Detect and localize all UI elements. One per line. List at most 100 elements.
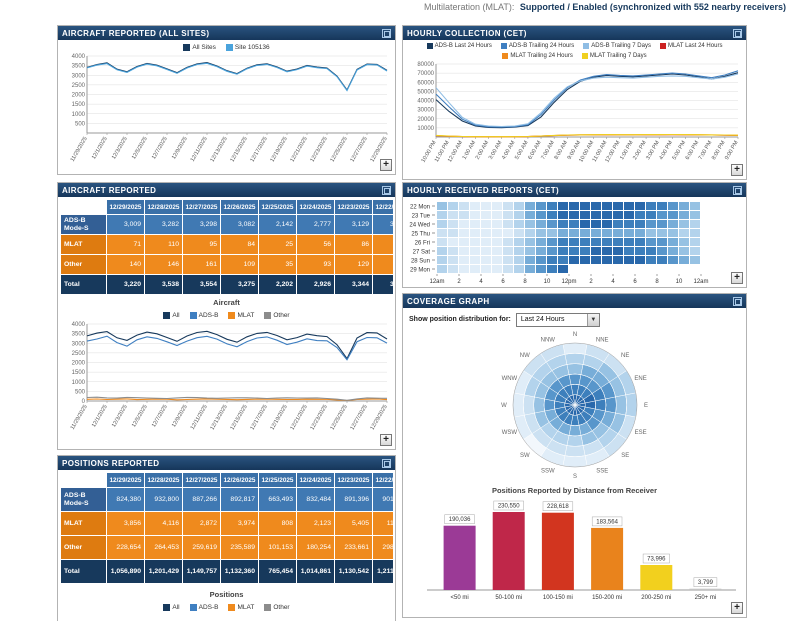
- svg-text:10000: 10000: [417, 126, 434, 132]
- row-label: MLAT: [60, 234, 107, 255]
- legend-label: Other: [273, 603, 290, 611]
- svg-text:1500: 1500: [72, 102, 86, 108]
- expand-icon[interactable]: [382, 185, 391, 195]
- svg-text:3500: 3500: [72, 332, 86, 338]
- legend-label: MLAT Trailing 7 Days: [589, 53, 647, 59]
- legend-item: MLAT Trailing 24 Hours: [502, 51, 573, 61]
- svg-text:12/29/2025: 12/29/2025: [370, 404, 389, 431]
- zoom-in-button[interactable]: +: [731, 272, 743, 284]
- cell-value: 1,130,542: [334, 559, 373, 584]
- cell-value: 86: [334, 234, 373, 255]
- corner-cell: [60, 472, 107, 488]
- cell-value: 146: [144, 254, 183, 275]
- svg-text:12/19/2025: 12/19/2025: [270, 404, 289, 431]
- chart-title: Aircraft: [213, 298, 240, 307]
- svg-text:29 Mon: 29 Mon: [410, 268, 430, 274]
- svg-text:10: 10: [544, 279, 551, 285]
- svg-text:12/7/2025: 12/7/2025: [151, 136, 169, 161]
- svg-text:12/5/2025: 12/5/2025: [131, 136, 149, 161]
- cell-value: 3,220: [106, 274, 145, 295]
- zoom-in-button[interactable]: +: [731, 164, 743, 176]
- svg-text:11/29/2025: 11/29/2025: [70, 136, 89, 163]
- table-row: ADS-B Mode-S 3,009 3,282 3,298 3,082 2,142 2,7…: [60, 214, 393, 235]
- panel-header: HOURLY COLLECTION (CET): [403, 26, 746, 40]
- row-label: Total: [60, 274, 107, 295]
- svg-text:12/17/2025: 12/17/2025: [250, 136, 269, 163]
- corner-cell: [60, 199, 107, 215]
- cell-value: 1,211,377: [372, 559, 393, 584]
- svg-text:12/5/2025: 12/5/2025: [131, 404, 149, 429]
- svg-text:12/27/2025: 12/27/2025: [350, 404, 369, 431]
- legend-item: ADS-B Last 24 Hours: [426, 41, 492, 51]
- table-row: Other1401461611093593129191: [60, 254, 393, 275]
- svg-text:12/15/2025: 12/15/2025: [230, 404, 249, 431]
- legend-item: ADS-B: [189, 602, 218, 612]
- legend-item: MLAT: [228, 310, 254, 320]
- svg-text:2500: 2500: [72, 351, 86, 357]
- coverage-filter-row: Show position distribution for: Last 24 …: [409, 312, 740, 327]
- expand-icon[interactable]: [382, 458, 391, 468]
- legend-swatch: [426, 43, 433, 49]
- svg-text:12/25/2025: 12/25/2025: [330, 404, 349, 431]
- svg-text:NW: NW: [520, 353, 530, 359]
- zoom-in-button[interactable]: +: [380, 159, 392, 171]
- expand-icon[interactable]: [382, 28, 391, 38]
- cell-value: 84: [220, 234, 259, 255]
- svg-text:NNW: NNW: [541, 337, 556, 343]
- svg-text:23 Tue: 23 Tue: [412, 214, 431, 220]
- data-table: 12/29/2025 12/28/2025 12/27/2025 12/26/2025…: [60, 199, 393, 295]
- cell-value: 891,396: [334, 487, 373, 512]
- cell-value: 3,538: [144, 274, 183, 295]
- svg-text:60000: 60000: [417, 80, 434, 86]
- svg-text:WNW: WNW: [502, 376, 518, 382]
- cell-value: 3,129: [334, 214, 373, 235]
- svg-text:250+ mi: 250+ mi: [695, 595, 717, 601]
- legend-label: Site 105136: [234, 43, 270, 51]
- row-label: ADS-B Mode-S: [60, 214, 107, 235]
- svg-text:SSW: SSW: [541, 469, 555, 475]
- cell-value: 3,298: [182, 214, 221, 235]
- cell-value: 2,777: [296, 214, 335, 235]
- cell-value: 233,661: [334, 535, 373, 560]
- zoom-in-button[interactable]: +: [380, 434, 392, 446]
- zoom-in-button[interactable]: +: [731, 602, 743, 614]
- legend-item: ADS-B: [189, 310, 218, 320]
- mlat-status: Multilateration (MLAT): Supported / Enab…: [424, 2, 786, 12]
- hourly-received-heatmap: 22 Mon 23 Tue 24 Wed 25 Thu 26 Fri 27 Sat 28 S…: [403, 199, 746, 287]
- svg-text:12/3/2025: 12/3/2025: [111, 136, 129, 161]
- positions-table: 12/29/2025 12/28/2025 12/27/2025 12/26/2025…: [60, 472, 393, 584]
- cell-value: 2,142: [258, 214, 297, 235]
- legend-swatch: [228, 311, 236, 319]
- table-header-row: 12/29/2025 12/28/2025 12/27/2025 12/26/2025…: [60, 472, 393, 488]
- panel-header: AIRCRAFT REPORTED: [58, 183, 395, 197]
- svg-text:0: 0: [82, 399, 86, 405]
- expand-icon[interactable]: [733, 28, 742, 38]
- cell-value: 1,132,360: [220, 559, 259, 584]
- svg-text:8: 8: [655, 279, 659, 285]
- column-header: 12/28/2025: [144, 199, 183, 215]
- row-label: Other: [60, 254, 107, 275]
- svg-text:11/29/2025: 11/29/2025: [70, 404, 89, 431]
- chart-title: Positions: [209, 590, 244, 599]
- svg-text:8: 8: [523, 279, 527, 285]
- legend-swatch: [189, 603, 197, 611]
- cell-value: 3,554: [182, 274, 221, 295]
- select-value: Last 24 Hours: [520, 316, 565, 323]
- svg-text:12/1/2025: 12/1/2025: [91, 404, 109, 429]
- svg-text:W: W: [501, 403, 507, 409]
- coverage-period-select[interactable]: Last 24 Hours ▼: [515, 312, 600, 327]
- expand-icon[interactable]: [733, 296, 742, 306]
- svg-text:E: E: [644, 403, 648, 409]
- cell-value: 1,056,890: [106, 559, 145, 584]
- svg-text:12/15/2025: 12/15/2025: [230, 136, 249, 163]
- svg-text:3000: 3000: [72, 73, 86, 79]
- svg-text:27 Sat: 27 Sat: [413, 250, 431, 256]
- svg-text:12/13/2025: 12/13/2025: [210, 404, 229, 431]
- svg-text:2500: 2500: [72, 83, 86, 89]
- cell-value: 140: [106, 254, 145, 275]
- legend-label: ADS-B Trailing 7 Days: [591, 43, 651, 49]
- column-header: 12/23/2025: [334, 199, 373, 215]
- expand-icon[interactable]: [733, 185, 742, 195]
- svg-text:12/21/2025: 12/21/2025: [290, 404, 309, 431]
- svg-text:12/27/2025: 12/27/2025: [350, 136, 369, 163]
